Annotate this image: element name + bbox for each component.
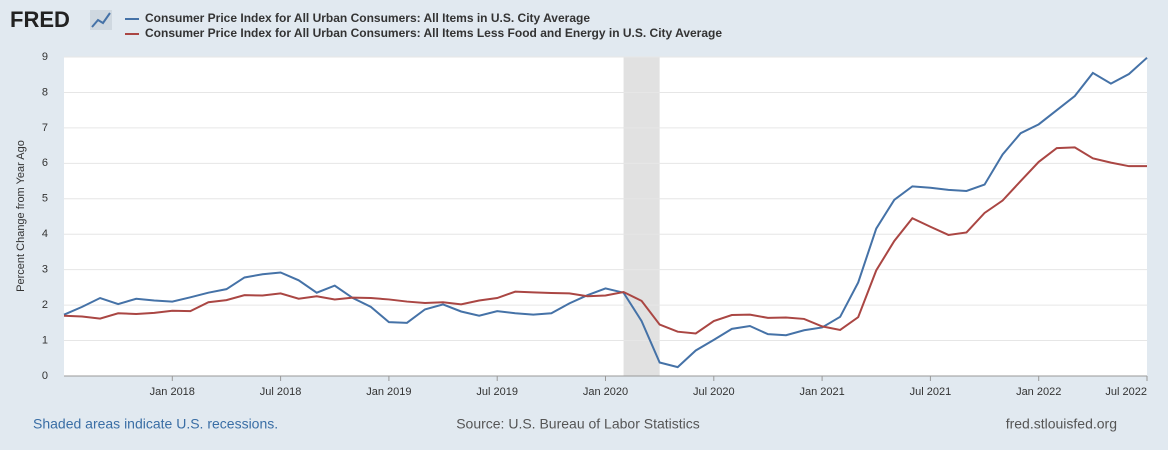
y-tick-label: 6 — [42, 157, 48, 169]
logo: FRED — [10, 7, 70, 32]
y-tick-label: 5 — [42, 193, 48, 205]
y-tick-label: 4 — [42, 228, 48, 240]
legend-label: Consumer Price Index for All Urban Consu… — [145, 26, 722, 40]
x-tick-label: Jan 2020 — [583, 386, 628, 398]
x-tick-label: Jan 2018 — [150, 386, 195, 398]
y-tick-label: 9 — [42, 51, 48, 63]
x-tick-label: Jan 2021 — [799, 386, 844, 398]
y-tick-label: 3 — [42, 264, 48, 276]
logo-icon — [90, 10, 112, 30]
legend-label: Consumer Price Index for All Urban Consu… — [145, 11, 590, 25]
site: fred.stlouisfed.org — [1006, 416, 1117, 432]
x-tick-label: Jul 2020 — [693, 386, 735, 398]
line-series — [63, 146, 1147, 335]
y-tick-label: 8 — [42, 86, 48, 98]
y-tick-label: 1 — [42, 334, 48, 346]
x-tick-label: Jul 2018 — [260, 386, 302, 398]
y-tick-label: 7 — [42, 122, 48, 134]
y-axis-label: Percent Change from Year Ago — [15, 140, 27, 292]
y-tick-label: 0 — [42, 370, 48, 382]
recession-band — [623, 57, 660, 376]
x-tick-label: Jan 2022 — [1016, 386, 1061, 398]
y-tick-label: 2 — [42, 299, 48, 311]
x-tick-label: Jan 2019 — [366, 386, 411, 398]
plot-area — [64, 57, 1147, 376]
source: Source: U.S. Bureau of Labor Statistics — [456, 416, 700, 432]
x-tick-label: Jul 2021 — [910, 386, 952, 398]
line-series — [63, 56, 1148, 369]
recession-note: Shaded areas indicate U.S. recessions. — [33, 416, 278, 432]
x-tick-label: Jul 2019 — [476, 386, 518, 398]
x-tick-label: Jul 2022 — [1105, 386, 1147, 398]
